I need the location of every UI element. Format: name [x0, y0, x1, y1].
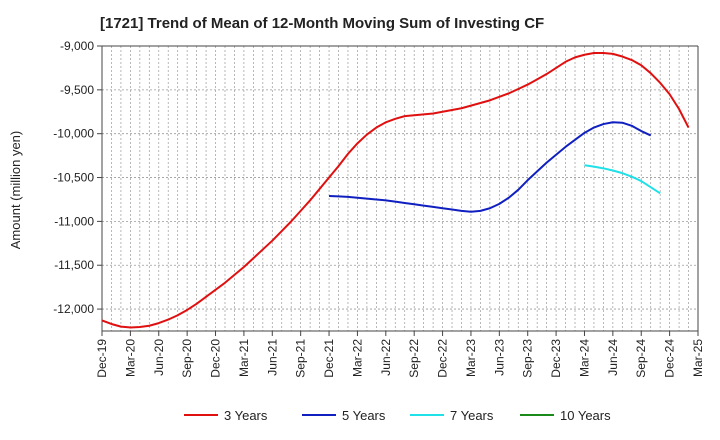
x-tick-label: Mar-20 [123, 339, 137, 377]
x-tick-label: Sep-24 [634, 339, 648, 378]
y-tick-label: -12,000 [53, 302, 94, 316]
series-lines [101, 52, 690, 329]
legend: 3 Years 5 Years 7 Years 10 Years [184, 408, 611, 423]
series-line-3-years [101, 52, 690, 329]
y-tick-label: -11,000 [54, 214, 94, 228]
y-axis-label: Amount (million yen) [8, 131, 23, 250]
x-tick-label: Jun-23 [492, 339, 506, 376]
x-tick-label: Sep-22 [407, 339, 421, 378]
y-tick-label: -10,000 [53, 127, 94, 141]
legend-label: 7 Years [450, 408, 494, 423]
legend-label: 10 Years [560, 408, 611, 423]
x-tick-label: Jun-24 [606, 339, 620, 376]
chart-title: [1721] Trend of Mean of 12-Month Moving … [100, 15, 544, 32]
x-tick-labels: Dec-19 Mar-20 Jun-20 Sep-20 Dec-20 Mar-21 Jun-… [95, 331, 705, 378]
x-tick-label: Dec-21 [322, 339, 336, 378]
plot-area [102, 46, 698, 331]
x-tick-label: Jun-22 [379, 339, 393, 376]
y-tick-label: -11,500 [54, 258, 94, 272]
series-line-7-years [584, 164, 661, 195]
x-tick-label: Dec-19 [95, 339, 109, 378]
x-tick-label: Sep-23 [521, 339, 535, 378]
legend-label: 5 Years [342, 408, 386, 423]
series-line-5-years [329, 121, 652, 213]
y-tick-label: -9,000 [60, 39, 94, 53]
x-tick-label: Mar-23 [464, 339, 478, 377]
x-tick-label: Jun-20 [152, 339, 166, 376]
x-tick-label: Dec-22 [436, 339, 450, 378]
y-tick-labels: -9,000 -9,500 -10,000 -10,500 -11,000 -11,500… [53, 39, 102, 316]
y-tick-label: -9,500 [60, 83, 94, 97]
x-tick-label: Mar-25 [691, 339, 705, 377]
x-tick-label: Jun-21 [265, 339, 279, 376]
grid-lines [102, 45, 698, 331]
legend-label: 3 Years [224, 408, 268, 423]
x-tick-label: Sep-21 [294, 339, 308, 378]
x-tick-label: Mar-24 [577, 339, 591, 377]
x-tick-label: Dec-20 [209, 339, 223, 378]
x-tick-label: Sep-20 [180, 339, 194, 378]
y-tick-label: -10,500 [53, 171, 94, 185]
x-tick-label: Mar-22 [350, 339, 364, 377]
x-tick-label: Dec-24 [663, 339, 677, 378]
x-tick-label: Dec-23 [549, 339, 563, 378]
x-tick-label: Mar-21 [237, 339, 251, 377]
